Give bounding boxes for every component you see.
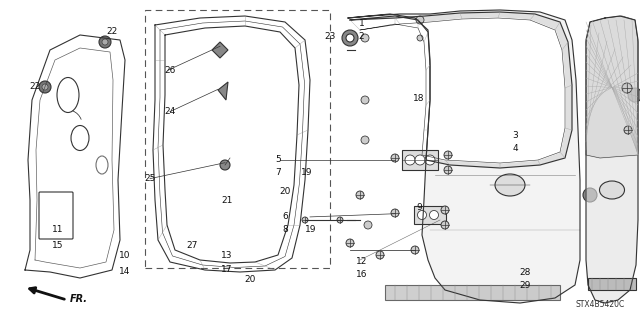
Circle shape (391, 154, 399, 162)
Text: 11: 11 (52, 225, 63, 234)
Text: 9: 9 (417, 203, 422, 212)
Text: 6: 6 (282, 212, 287, 221)
Text: 17: 17 (221, 265, 233, 274)
Bar (385, 285, 560, 300)
Text: 15: 15 (52, 241, 63, 250)
Circle shape (444, 151, 452, 159)
Circle shape (364, 221, 372, 229)
Circle shape (376, 251, 384, 259)
Circle shape (99, 36, 111, 48)
Text: 16: 16 (356, 270, 367, 279)
Text: 26: 26 (164, 66, 175, 75)
Text: 28: 28 (519, 268, 531, 277)
Polygon shape (350, 12, 572, 168)
Text: 23: 23 (324, 32, 335, 41)
Text: 21: 21 (221, 197, 233, 205)
Text: 8: 8 (282, 225, 287, 234)
Polygon shape (360, 18, 565, 163)
Circle shape (411, 246, 419, 254)
Text: STX4B5420C: STX4B5420C (576, 300, 625, 309)
Text: 12: 12 (356, 257, 367, 266)
Text: 25: 25 (145, 174, 156, 183)
Circle shape (346, 239, 354, 247)
Circle shape (361, 96, 369, 104)
Circle shape (622, 83, 632, 93)
Circle shape (361, 136, 369, 144)
Ellipse shape (495, 174, 525, 196)
Text: 1: 1 (359, 19, 364, 28)
Text: 19: 19 (305, 225, 316, 234)
Polygon shape (212, 42, 228, 58)
Circle shape (361, 34, 369, 42)
Bar (402, 150, 438, 170)
Circle shape (356, 191, 364, 199)
Circle shape (220, 160, 230, 170)
Polygon shape (218, 82, 228, 100)
Text: 22: 22 (106, 27, 118, 36)
Circle shape (391, 209, 399, 217)
Text: 22: 22 (29, 82, 41, 91)
Text: 20: 20 (279, 187, 291, 196)
Polygon shape (586, 16, 638, 303)
Text: 7: 7 (276, 168, 281, 177)
Circle shape (346, 34, 354, 42)
Circle shape (583, 188, 597, 202)
Bar (145, 10, 330, 268)
Text: 27: 27 (186, 241, 198, 250)
Text: FR.: FR. (70, 294, 88, 304)
Text: 4: 4 (513, 144, 518, 153)
Circle shape (342, 30, 358, 46)
Circle shape (337, 217, 343, 223)
Circle shape (429, 211, 438, 219)
Text: 5: 5 (276, 155, 281, 164)
Circle shape (102, 39, 108, 45)
Circle shape (425, 155, 435, 165)
Text: 20: 20 (244, 275, 255, 284)
Circle shape (405, 155, 415, 165)
Text: 29: 29 (519, 281, 531, 290)
Circle shape (302, 217, 308, 223)
Text: 24: 24 (164, 107, 175, 116)
Circle shape (441, 206, 449, 214)
Circle shape (416, 16, 424, 24)
Polygon shape (348, 10, 580, 303)
Circle shape (417, 35, 423, 41)
Polygon shape (586, 16, 638, 158)
Bar (414, 206, 446, 224)
Ellipse shape (600, 181, 625, 199)
Circle shape (39, 81, 51, 93)
Text: 10: 10 (119, 251, 131, 260)
Circle shape (441, 221, 449, 229)
Text: 19: 19 (301, 168, 313, 177)
Text: 2: 2 (359, 32, 364, 41)
Bar (588, 278, 636, 290)
Circle shape (42, 84, 48, 90)
Circle shape (444, 166, 452, 174)
Text: 3: 3 (513, 131, 518, 140)
Circle shape (624, 126, 632, 134)
Text: 14: 14 (119, 267, 131, 276)
Circle shape (628, 88, 640, 102)
Text: 18: 18 (413, 94, 425, 103)
Circle shape (417, 211, 426, 219)
Circle shape (415, 155, 425, 165)
Text: 13: 13 (221, 251, 233, 260)
